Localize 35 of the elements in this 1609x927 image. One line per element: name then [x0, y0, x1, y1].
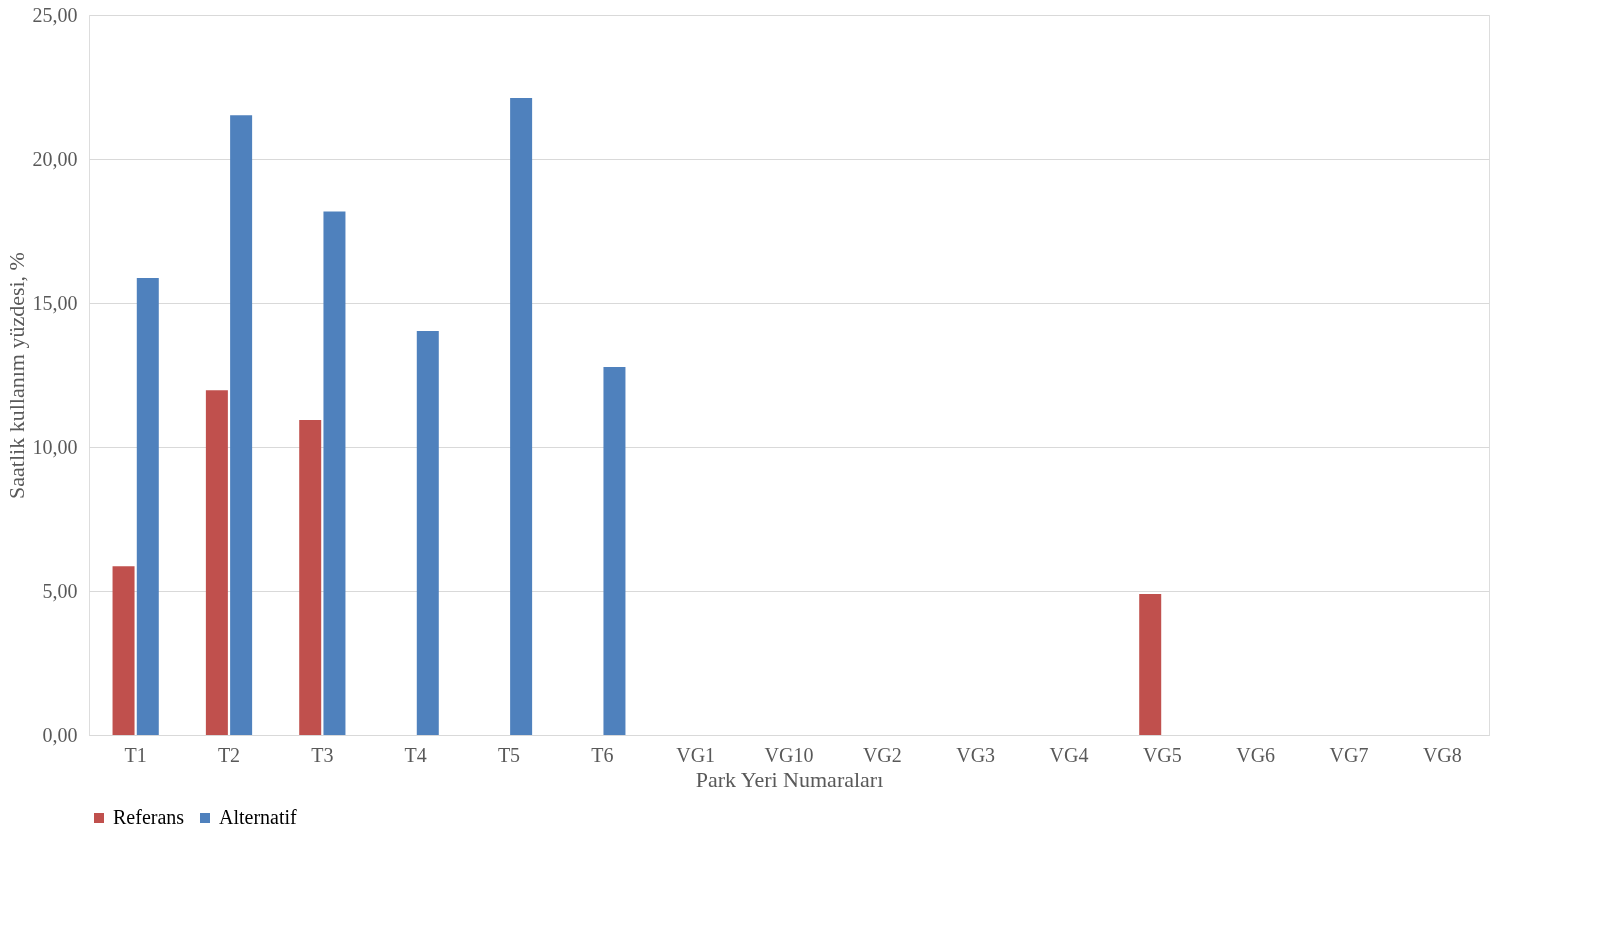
y-tick-label: 15,00 — [32, 291, 78, 314]
x-tick-label: VG6 — [1236, 743, 1276, 766]
x-axis-title: Park Yeri Numaraları — [695, 766, 884, 792]
x-tick-label: VG3 — [956, 743, 996, 766]
bar — [205, 390, 228, 735]
x-tick-label: T4 — [404, 743, 427, 766]
x-tick-label: VG5 — [1142, 743, 1182, 766]
y-tick-label: 20,00 — [32, 147, 78, 170]
bar — [603, 366, 626, 735]
bar — [299, 419, 322, 735]
bar — [230, 115, 253, 735]
bar — [136, 277, 159, 735]
x-tick-label: T2 — [217, 743, 241, 766]
x-tick-label: VG10 — [764, 743, 814, 766]
bar — [112, 566, 135, 735]
y-tick-label: 25,00 — [32, 3, 78, 26]
bar — [323, 211, 346, 735]
bar — [416, 330, 439, 735]
x-tick-label: VG4 — [1049, 743, 1089, 766]
y-tick-label: 10,00 — [32, 435, 78, 458]
bar — [1139, 593, 1162, 735]
y-axis-title: Saatlik kullanım yüzdesi, % — [3, 252, 29, 499]
x-tick-label: VG7 — [1329, 743, 1369, 766]
x-tick-label: T1 — [124, 743, 147, 766]
bar — [510, 97, 533, 735]
x-tick-label: T5 — [497, 743, 521, 766]
y-tick-label: 5,00 — [42, 579, 78, 602]
x-tick-label: VG1 — [676, 743, 716, 766]
x-tick-label: T3 — [311, 743, 334, 766]
x-tick-label: VG2 — [862, 743, 902, 766]
y-tick-label: 0,00 — [42, 723, 78, 746]
x-tick-label: VG8 — [1422, 743, 1462, 766]
legend-label: Referans — [113, 806, 185, 828]
legend-label: Alternatif — [219, 806, 298, 828]
x-tick-label: T6 — [591, 743, 614, 766]
